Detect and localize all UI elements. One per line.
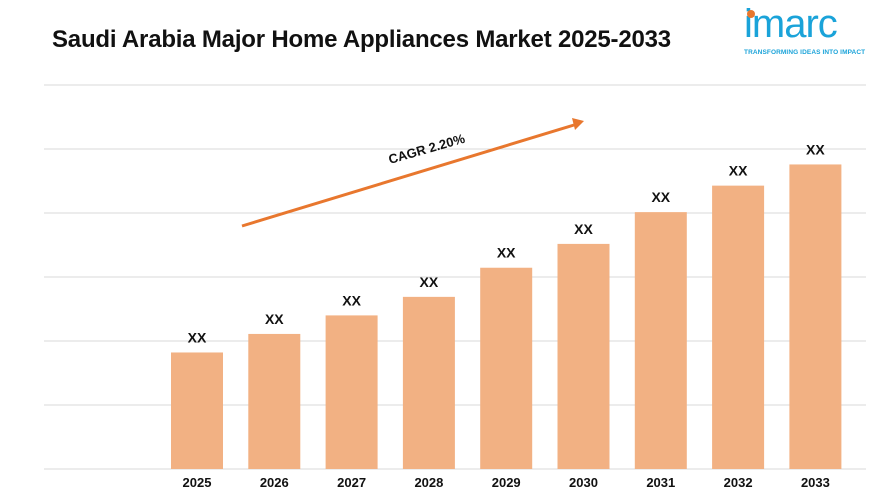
logo-dot-icon bbox=[747, 10, 755, 18]
bar-2027 bbox=[325, 315, 378, 469]
value-label-2030: XX bbox=[574, 221, 593, 237]
x-tick-2027: 2027 bbox=[337, 475, 366, 490]
value-label-2028: XX bbox=[420, 274, 439, 290]
bars bbox=[171, 164, 842, 470]
value-label-2032: XX bbox=[729, 163, 748, 179]
bar-2030 bbox=[557, 243, 610, 469]
cagr-arrow-head bbox=[572, 118, 584, 130]
cagr-arrow bbox=[241, 123, 575, 228]
x-tick-2030: 2030 bbox=[569, 475, 598, 490]
logo-tagline: TRANSFORMING IDEAS INTO IMPACT bbox=[744, 49, 866, 56]
x-tick-2026: 2026 bbox=[260, 475, 289, 490]
bar-2028 bbox=[402, 296, 455, 469]
value-label-2029: XX bbox=[497, 245, 516, 261]
x-tick-2031: 2031 bbox=[646, 475, 675, 490]
x-tick-2028: 2028 bbox=[414, 475, 443, 490]
imarc-logo: imarc TRANSFORMING IDEAS INTO IMPACT bbox=[744, 4, 866, 62]
logo-wordmark: imarc bbox=[744, 2, 838, 46]
value-label-2026: XX bbox=[265, 311, 284, 327]
bar-2032 bbox=[712, 185, 765, 470]
value-label-2027: XX bbox=[342, 292, 361, 308]
x-axis-tick-labels: 2025 2026 2027 2028 2029 2030 2031 2032 2033 bbox=[183, 475, 830, 490]
value-label-2031: XX bbox=[651, 189, 670, 205]
x-tick-2033: 2033 bbox=[801, 475, 830, 490]
bar-2025 bbox=[171, 352, 223, 469]
bar-2029 bbox=[480, 267, 533, 469]
value-labels: XX XX XX XX XX XX XX XX XX bbox=[188, 141, 826, 345]
page-title: Saudi Arabia Major Home Appliances Marke… bbox=[52, 26, 671, 53]
x-tick-2025: 2025 bbox=[183, 475, 212, 490]
x-tick-2032: 2032 bbox=[724, 475, 753, 490]
bar-2031 bbox=[634, 212, 687, 469]
value-label-2025: XX bbox=[188, 329, 207, 345]
bar-2026 bbox=[248, 333, 301, 469]
value-label-2033: XX bbox=[806, 141, 825, 157]
x-tick-2029: 2029 bbox=[492, 475, 521, 490]
cagr-annotation: CAGR 2.20% bbox=[241, 118, 584, 228]
bar-2033 bbox=[789, 164, 842, 469]
